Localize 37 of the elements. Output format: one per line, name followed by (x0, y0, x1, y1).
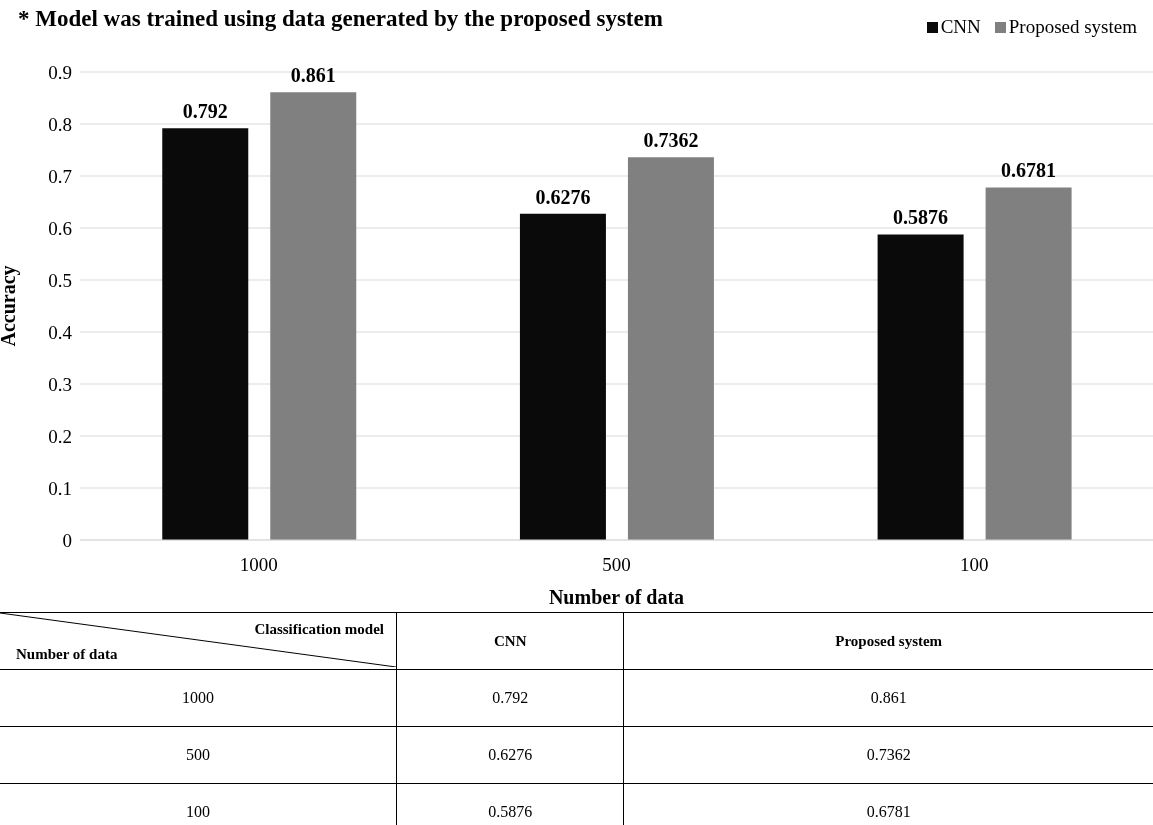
y-tick-label: 0.4 (48, 321, 73, 343)
text: Proposed system (835, 632, 943, 649)
x-axis-title: Number of data (548, 586, 685, 608)
data-label: 0.792 (182, 100, 228, 123)
y-tick-label: 0.9 (48, 61, 72, 83)
text: Number of data (16, 646, 118, 662)
text: 0.792 (492, 689, 529, 706)
text: 0.6276 (488, 746, 533, 763)
category-label: 1000 (182, 689, 214, 706)
text: 0.861 (870, 689, 907, 706)
data-label: 0.861 (290, 64, 336, 87)
category-label: 100 (186, 803, 210, 820)
y-tick-label: 0.3 (48, 373, 72, 395)
text: 0.6781 (866, 803, 911, 820)
y-tick-label: 0 (62, 529, 72, 551)
y-tick-label: 0.6 (48, 217, 72, 239)
y-tick-label: 0.1 (48, 477, 72, 499)
text: CNN (493, 632, 527, 649)
x-tick-label: 1000 (239, 554, 278, 576)
x-tick-label: 500 (602, 554, 631, 576)
category-label: 500 (186, 746, 210, 763)
legend-label: Proposed system (1007, 16, 1137, 38)
data-label: 0.6276 (535, 185, 591, 208)
data-label: 0.5876 (893, 206, 949, 229)
y-tick-label: 0.8 (48, 113, 72, 135)
text: 0.7362 (866, 746, 911, 763)
data-label: 0.7362 (643, 129, 699, 152)
data-label: 0.6781 (1001, 159, 1057, 182)
x-tick-label: 100 (959, 554, 989, 576)
y-tick-label: 0.7 (48, 165, 72, 187)
legend-label: CNN (939, 16, 981, 38)
y-axis-title: Accuracy (0, 265, 21, 347)
y-tick-label: 0.2 (48, 425, 72, 447)
y-tick-label: 0.5 (48, 269, 72, 291)
text: 0.5876 (488, 803, 533, 820)
text: Classification model (254, 621, 384, 638)
chart-title: * Model was trained using data generated by the proposed system (18, 6, 663, 32)
